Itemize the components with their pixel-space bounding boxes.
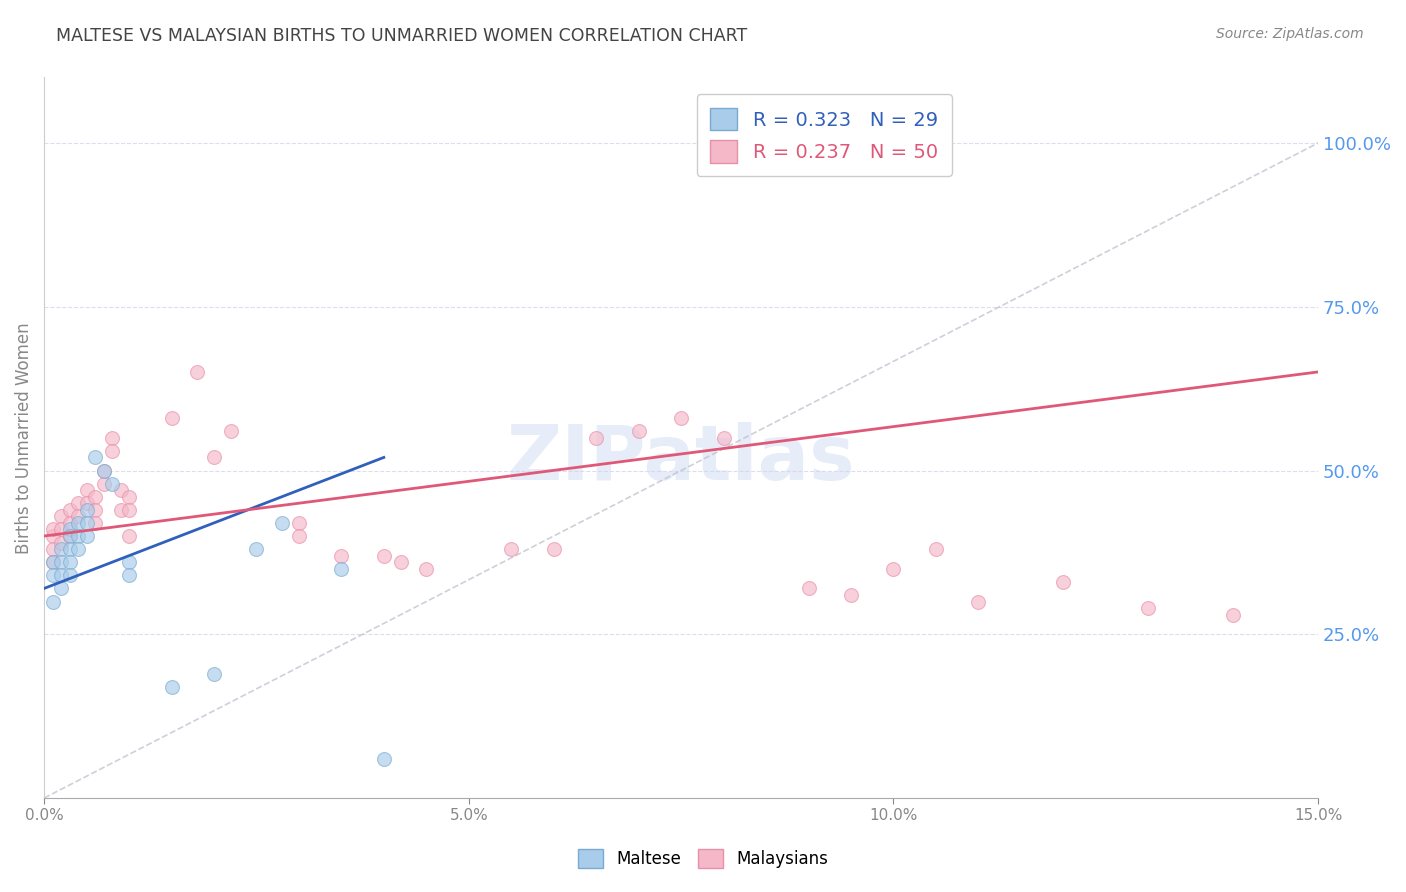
Point	[627, 424, 650, 438]
Point	[1222, 607, 1244, 622]
Point	[58, 523, 80, 537]
Point	[76, 529, 98, 543]
Point	[58, 529, 80, 543]
Point	[58, 529, 80, 543]
Point	[67, 496, 90, 510]
Point	[415, 562, 437, 576]
Point	[41, 568, 63, 582]
Legend: R = 0.323   N = 29, R = 0.237   N = 50: R = 0.323 N = 29, R = 0.237 N = 50	[696, 95, 952, 177]
Point	[330, 562, 353, 576]
Point	[543, 542, 565, 557]
Point	[49, 582, 72, 596]
Point	[84, 516, 107, 530]
Point	[839, 588, 862, 602]
Point	[373, 752, 395, 766]
Point	[41, 523, 63, 537]
Point	[76, 503, 98, 517]
Point	[389, 555, 412, 569]
Point	[797, 582, 820, 596]
Point	[967, 594, 990, 608]
Point	[882, 562, 904, 576]
Point	[76, 516, 98, 530]
Point	[58, 516, 80, 530]
Point	[49, 535, 72, 549]
Point	[49, 568, 72, 582]
Point	[585, 431, 607, 445]
Point	[58, 542, 80, 557]
Text: ZIPatlas: ZIPatlas	[506, 423, 855, 496]
Point	[58, 555, 80, 569]
Point	[118, 503, 141, 517]
Point	[330, 549, 353, 563]
Point	[1052, 574, 1074, 589]
Point	[93, 463, 115, 477]
Text: Source: ZipAtlas.com: Source: ZipAtlas.com	[1216, 27, 1364, 41]
Point	[49, 509, 72, 524]
Point	[202, 450, 225, 465]
Point	[76, 483, 98, 498]
Point	[84, 503, 107, 517]
Point	[41, 555, 63, 569]
Point	[1137, 601, 1160, 615]
Point	[84, 450, 107, 465]
Point	[118, 555, 141, 569]
Point	[925, 542, 948, 557]
Point	[84, 490, 107, 504]
Point	[41, 555, 63, 569]
Point	[202, 666, 225, 681]
Point	[118, 568, 141, 582]
Point	[67, 516, 90, 530]
Point	[67, 509, 90, 524]
Point	[101, 431, 124, 445]
Point	[110, 503, 132, 517]
Legend: Maltese, Malaysians: Maltese, Malaysians	[571, 842, 835, 875]
Point	[41, 529, 63, 543]
Point	[245, 542, 267, 557]
Point	[49, 542, 72, 557]
Point	[49, 555, 72, 569]
Point	[669, 411, 692, 425]
Point	[160, 411, 183, 425]
Point	[373, 549, 395, 563]
Point	[160, 680, 183, 694]
Point	[101, 476, 124, 491]
Point	[501, 542, 523, 557]
Point	[118, 529, 141, 543]
Point	[186, 365, 208, 379]
Point	[219, 424, 242, 438]
Point	[271, 516, 294, 530]
Point	[101, 443, 124, 458]
Point	[288, 516, 311, 530]
Point	[58, 568, 80, 582]
Point	[67, 542, 90, 557]
Point	[76, 496, 98, 510]
Point	[93, 476, 115, 491]
Point	[67, 529, 90, 543]
Point	[93, 463, 115, 477]
Y-axis label: Births to Unmarried Women: Births to Unmarried Women	[15, 322, 32, 554]
Point	[713, 431, 735, 445]
Point	[41, 594, 63, 608]
Text: MALTESE VS MALAYSIAN BIRTHS TO UNMARRIED WOMEN CORRELATION CHART: MALTESE VS MALAYSIAN BIRTHS TO UNMARRIED…	[56, 27, 748, 45]
Point	[58, 503, 80, 517]
Point	[110, 483, 132, 498]
Point	[49, 523, 72, 537]
Point	[118, 490, 141, 504]
Point	[288, 529, 311, 543]
Point	[41, 542, 63, 557]
